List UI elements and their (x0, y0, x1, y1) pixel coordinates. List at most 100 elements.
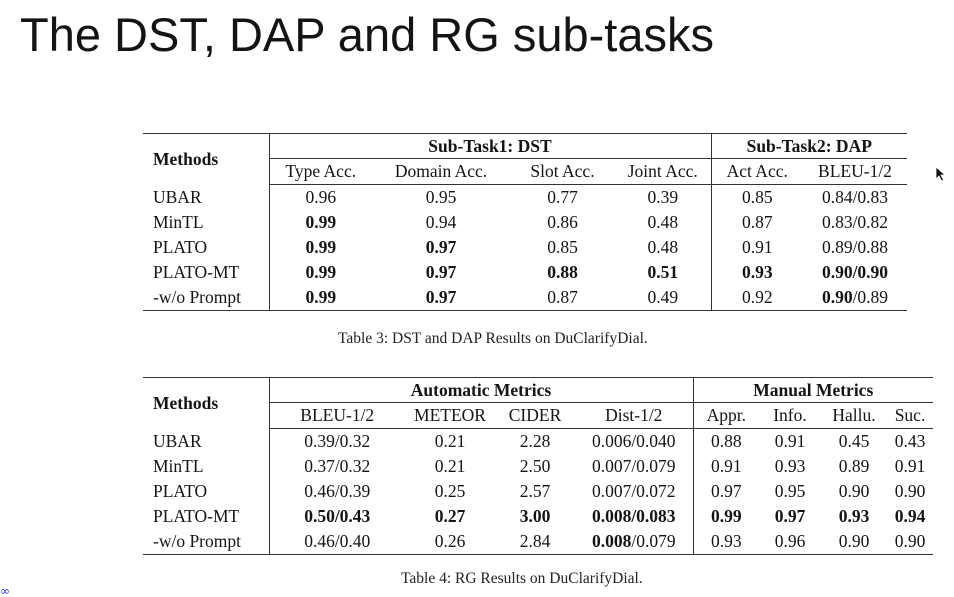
table-cell: 0.90/0.89 (803, 285, 907, 311)
column-header: Type Acc. (269, 158, 372, 185)
slide-title: The DST, DAP and RG sub-tasks (20, 8, 714, 61)
table-cell: 0.97 (425, 262, 457, 282)
group-header-dst: Sub-Task1: DST (269, 133, 712, 159)
blue-squiggle-icon: ∞ (0, 584, 10, 597)
plain-part: 0.079 (636, 531, 676, 551)
methods-header: Methods (143, 133, 270, 185)
table-cell: 0.92 (741, 287, 773, 307)
table-cell: 0.87 (547, 287, 578, 307)
table-cell: 0.99 (305, 262, 337, 282)
column-header: Dist-1/2 (575, 402, 694, 429)
table-row: PLATO-MT 0.50/0.43 0.27 3.00 0.008/0.083… (143, 504, 933, 529)
table-cell: 0.88 (710, 431, 742, 451)
table-caption: Table 4: RG Results on DuClarifyDial. (401, 570, 643, 587)
table-cell: 0.90 (838, 531, 870, 551)
table-cell: 0.49 (615, 285, 712, 311)
table-cell: 0.21 (434, 431, 466, 451)
table-cell: 0.48 (615, 210, 712, 235)
table-cell: 0.21 (434, 456, 466, 476)
table-cell: 0.94 (894, 506, 926, 526)
table-cell: 0.91 (774, 431, 806, 451)
column-header: Slot Acc. (510, 158, 615, 185)
table-cell: 0.94 (425, 212, 457, 232)
method-name: -w/o Prompt (143, 285, 270, 311)
bold-part: 0.008 (591, 531, 632, 551)
table-cell: 0.26 (434, 531, 466, 551)
table-cell: 0.93 (774, 456, 806, 476)
table-cell: 0.86 (547, 212, 578, 232)
column-header: CIDER (495, 402, 575, 429)
table-cell: 0.007/0.072 (575, 479, 694, 504)
table-cell: 0.89 (838, 456, 870, 476)
table-cell: 0.90/0.90 (821, 262, 889, 282)
group-header-automatic: Automatic Metrics (269, 377, 694, 403)
table-cell: 0.39 (615, 184, 712, 210)
table-dst-dap-results: Methods Sub-Task1: DST Sub-Task2: DAP Ty… (143, 133, 907, 311)
table-cell: 0.93 (838, 506, 870, 526)
table-cell: 0.95 (425, 187, 457, 207)
table-cell: 0.96 (305, 187, 337, 207)
table-cell: 0.43 (894, 431, 926, 451)
column-header: Domain Acc. (372, 158, 510, 185)
table-cell: 0.007/0.079 (575, 454, 694, 479)
plain-part: /0.89 (852, 287, 889, 307)
table-cell: 0.99 (710, 506, 742, 526)
table-cell: 2.57 (519, 481, 551, 501)
table-cell: 0.27 (434, 506, 466, 526)
method-name: -w/o Prompt (143, 529, 270, 555)
table-cell: 0.77 (547, 187, 578, 207)
table-row: MinTL 0.99 0.94 0.86 0.48 0.87 0.83/0.82 (143, 210, 907, 235)
column-header: BLEU-1/2 (803, 158, 907, 185)
table-row: UBAR 0.39/0.32 0.21 2.28 0.006/0.040 0.8… (143, 428, 933, 454)
table-cell: 2.28 (519, 431, 551, 451)
table-cell: 0.90 (838, 481, 870, 501)
table-cell: 0.99 (305, 212, 337, 232)
table-cell: 0.89/0.88 (821, 237, 889, 257)
method-name: PLATO-MT (143, 260, 270, 285)
method-name: PLATO (143, 479, 270, 504)
table-cell: 0.83/0.82 (821, 212, 889, 232)
table-cell: 0.46/0.39 (304, 481, 371, 501)
method-name: UBAR (143, 428, 270, 454)
table-row: PLATO 0.46/0.39 0.25 2.57 0.007/0.072 0.… (143, 479, 933, 504)
table-cell: 0.93 (741, 262, 773, 282)
table-cell: 0.84/0.83 (821, 187, 889, 207)
table-cell: 0.91 (741, 237, 773, 257)
table-cell: 0.90 (894, 531, 926, 551)
column-header: Joint Acc. (615, 158, 712, 185)
table-row: PLATO-MT 0.99 0.97 0.88 0.51 0.93 0.90/0… (143, 260, 907, 285)
method-name: PLATO-MT (143, 504, 270, 529)
table-cell: 0.99 (305, 287, 337, 307)
table-cell: 3.00 (519, 506, 551, 526)
column-header: Info. (759, 402, 821, 429)
table-cell: 0.39/0.32 (304, 431, 371, 451)
table-cell: 0.95 (774, 481, 806, 501)
table-cell: 0.97 (710, 481, 742, 501)
table-cell: 0.006/0.040 (575, 428, 694, 454)
table-row: PLATO 0.99 0.97 0.85 0.48 0.91 0.89/0.88 (143, 235, 907, 260)
table-rg-results: Methods Automatic Metrics Manual Metrics… (143, 377, 933, 555)
table-row: MinTL 0.37/0.32 0.21 2.50 0.007/0.079 0.… (143, 454, 933, 479)
group-header-manual: Manual Metrics (693, 377, 933, 403)
table-cell: 0.93 (710, 531, 742, 551)
table-cell: 0.97 (425, 237, 457, 257)
group-header-dap: Sub-Task2: DAP (711, 133, 907, 159)
method-name: UBAR (143, 184, 270, 210)
table-cell: 0.37/0.32 (304, 456, 371, 476)
table-cell: 0.50/0.43 (304, 506, 371, 526)
table-row: -w/o Prompt 0.99 0.97 0.87 0.49 0.92 0.9… (143, 285, 907, 311)
table-row: UBAR 0.96 0.95 0.77 0.39 0.85 0.84/0.83 (143, 184, 907, 210)
table-cell: 0.90 (894, 481, 926, 501)
table-row: -w/o Prompt 0.46/0.40 0.26 2.84 0.008/0.… (143, 529, 933, 555)
column-header: BLEU-1/2 (269, 402, 405, 429)
table-cell: 0.88 (547, 262, 578, 282)
table-cell: 2.50 (519, 456, 551, 476)
table-caption: Table 3: DST and DAP Results on DuClarif… (338, 330, 648, 347)
table-cell: 0.48 (615, 235, 712, 260)
methods-header: Methods (143, 377, 270, 429)
table-cell: 0.91 (710, 456, 742, 476)
column-header: Hallu. (821, 402, 887, 429)
method-name: MinTL (143, 454, 270, 479)
table-cell: 0.85 (547, 237, 578, 257)
table-cell: 2.84 (519, 531, 551, 551)
